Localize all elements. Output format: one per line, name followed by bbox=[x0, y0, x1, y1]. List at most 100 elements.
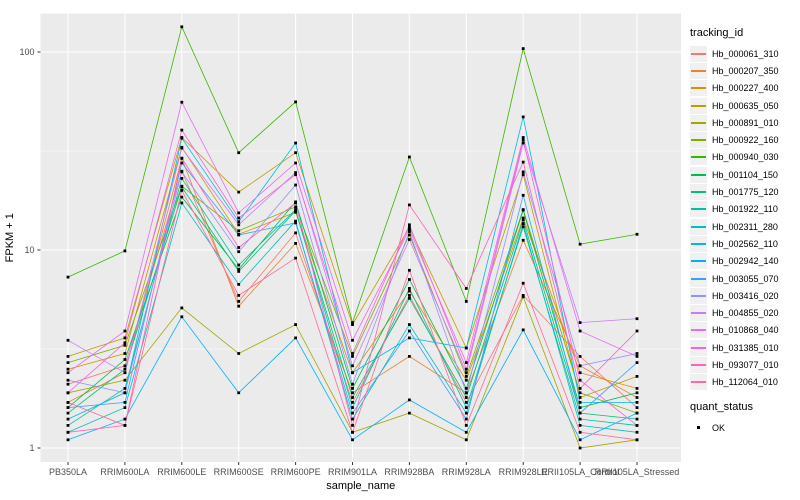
legend-key-line-icon bbox=[690, 184, 707, 201]
data-point bbox=[578, 446, 582, 450]
legend-key-line-icon bbox=[690, 62, 707, 79]
legend-key-line-icon bbox=[690, 374, 707, 391]
legend-item-label: Hb_000940_030 bbox=[712, 152, 779, 163]
legend-key-line-icon bbox=[690, 218, 707, 235]
data-point bbox=[408, 223, 411, 227]
data-point bbox=[294, 141, 297, 145]
legend-key-line-icon bbox=[690, 305, 707, 322]
x-tick-label: RRIM928LA bbox=[442, 467, 491, 477]
data-point bbox=[351, 387, 354, 390]
data-point bbox=[66, 338, 70, 342]
data-point bbox=[408, 355, 411, 358]
data-point bbox=[408, 238, 411, 241]
data-point bbox=[408, 268, 411, 272]
data-point bbox=[635, 424, 639, 427]
data-point bbox=[464, 375, 468, 378]
legend-item-label: Hb_002942_140 bbox=[712, 256, 779, 267]
data-point bbox=[578, 396, 582, 399]
data-point bbox=[180, 146, 184, 150]
legend-key-line-icon bbox=[690, 45, 707, 62]
data-point bbox=[408, 287, 411, 290]
data-point bbox=[294, 221, 297, 225]
x-tick-label: RRIM600SE bbox=[214, 467, 264, 477]
data-point bbox=[66, 275, 70, 279]
legend-item: Hb_001922_110 bbox=[690, 201, 800, 218]
data-point bbox=[521, 173, 525, 177]
data-point bbox=[635, 387, 639, 390]
legend-key-line-icon bbox=[690, 132, 707, 149]
data-point bbox=[521, 47, 525, 50]
legend-item-label: Hb_001104_150 bbox=[712, 169, 778, 180]
data-point bbox=[351, 396, 354, 399]
data-point bbox=[578, 329, 582, 333]
data-point bbox=[180, 201, 184, 205]
legend-key-line-icon bbox=[690, 201, 707, 218]
legend-item: Hb_010868_040 bbox=[690, 322, 800, 339]
x-tick-label: RRIM600PE bbox=[271, 467, 321, 477]
data-point bbox=[237, 246, 241, 249]
legend-item: Hb_000940_030 bbox=[690, 149, 800, 166]
legend-item: Hb_002311_280 bbox=[690, 218, 800, 235]
data-point bbox=[180, 156, 184, 160]
data-point bbox=[635, 361, 639, 364]
data-point bbox=[66, 382, 70, 386]
data-point bbox=[180, 189, 184, 192]
data-point bbox=[521, 208, 525, 212]
data-point bbox=[578, 438, 582, 442]
data-point bbox=[464, 417, 468, 421]
legend-item-label: Hb_010868_040 bbox=[712, 325, 779, 336]
data-point bbox=[635, 396, 639, 399]
data-point bbox=[294, 242, 297, 245]
data-point bbox=[66, 378, 70, 382]
x-tick-label: RRIM901LA bbox=[328, 467, 377, 477]
legend-title-tracking-id: tracking_id bbox=[690, 27, 744, 39]
legend-key-line-icon bbox=[690, 270, 707, 287]
data-point bbox=[351, 382, 354, 386]
data-point bbox=[408, 203, 411, 207]
legend: tracking_id Hb_000061_310 Hb_000207_350 Hb… bbox=[690, 27, 800, 436]
legend-key-line-icon bbox=[690, 114, 707, 131]
data-point bbox=[351, 364, 354, 368]
data-point bbox=[464, 371, 468, 375]
data-point bbox=[237, 294, 241, 297]
data-point bbox=[123, 329, 127, 333]
legend-item-label: Hb_004855_020 bbox=[712, 308, 779, 319]
data-point bbox=[294, 336, 297, 340]
data-point bbox=[237, 267, 241, 271]
legend-key-line-icon bbox=[690, 287, 707, 304]
data-point bbox=[237, 391, 241, 395]
data-point bbox=[351, 406, 354, 409]
data-point bbox=[464, 387, 468, 390]
legend-key-line-icon bbox=[690, 356, 707, 373]
data-point bbox=[123, 378, 127, 382]
data-point bbox=[578, 406, 582, 409]
x-axis-title: sample_name bbox=[326, 480, 395, 492]
legend-key-square-icon bbox=[690, 419, 707, 436]
data-point bbox=[66, 438, 70, 442]
data-point bbox=[351, 391, 354, 395]
data-point bbox=[408, 228, 411, 231]
data-point bbox=[521, 281, 525, 285]
legend-item: Hb_002562_110 bbox=[690, 235, 800, 252]
data-point bbox=[294, 161, 297, 165]
data-point bbox=[578, 321, 582, 324]
data-point bbox=[66, 361, 70, 364]
data-point bbox=[66, 424, 70, 427]
legend-item-label: Hb_002562_110 bbox=[712, 238, 778, 249]
data-point bbox=[351, 417, 354, 421]
data-point bbox=[521, 216, 525, 220]
data-point bbox=[66, 355, 70, 358]
data-point bbox=[464, 378, 468, 382]
data-point bbox=[294, 173, 297, 177]
data-point bbox=[578, 411, 582, 415]
data-point bbox=[408, 289, 411, 293]
data-point bbox=[180, 185, 184, 189]
data-point bbox=[408, 294, 411, 297]
data-point bbox=[635, 406, 639, 409]
data-point bbox=[464, 367, 468, 371]
data-point bbox=[237, 270, 241, 273]
data-point bbox=[464, 346, 468, 350]
data-point bbox=[123, 249, 127, 253]
legend-key-line-icon bbox=[690, 80, 707, 97]
legend-item: Hb_004855_020 bbox=[690, 304, 800, 322]
